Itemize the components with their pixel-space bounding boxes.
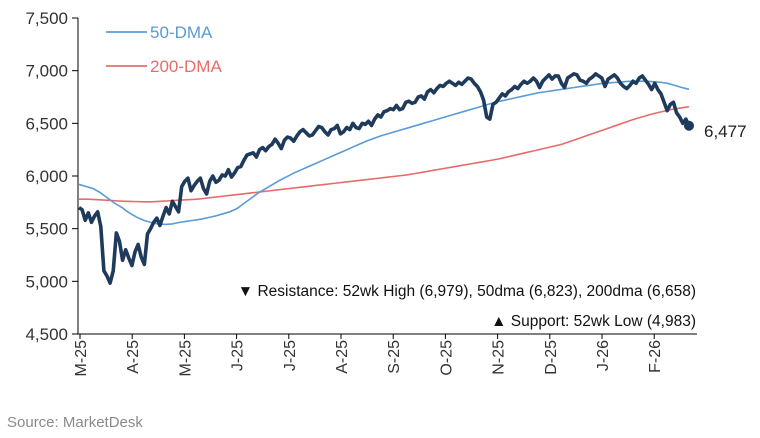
- x-tick-label: S-25: [386, 340, 403, 374]
- x-tick-label: A-25: [125, 340, 142, 374]
- x-tick-label: M-25: [73, 340, 90, 377]
- x-tick-label: M-25: [177, 340, 194, 377]
- y-tick-label: 6,000: [25, 167, 68, 186]
- support-annotation: ▲ Support: 52wk Low (4,983): [491, 313, 696, 330]
- legend-label: 50-DMA: [150, 23, 213, 42]
- annotations: ▼ Resistance: 52wk High (6,979), 50dma (…: [238, 283, 696, 330]
- series-line-200-dma: [79, 105, 690, 203]
- y-tick-label: 5,000: [25, 272, 68, 291]
- legend-label: 200-DMA: [150, 57, 222, 76]
- last-value-label: 6,477: [704, 122, 747, 141]
- resistance-annotation: ▼ Resistance: 52wk High (6,979), 50dma (…: [238, 283, 696, 300]
- y-tick-label: 4,500: [25, 325, 68, 344]
- series-line-50-dma: [78, 80, 690, 226]
- x-tick-label: O-25: [438, 340, 455, 376]
- series-line-index: [77, 72, 691, 285]
- x-tick-label: J-26: [595, 340, 612, 371]
- y-tick-label: 6,500: [25, 114, 68, 133]
- x-tick-label: A-25: [334, 340, 351, 374]
- x-tick-label: D-25: [543, 340, 560, 375]
- y-axis: 4,500 5,000 5,500 6,000 6,500 7,000 7,500: [25, 9, 79, 344]
- y-tick-label: 7,500: [25, 9, 68, 28]
- x-tick-label: J-25: [230, 340, 247, 371]
- legend: 50-DMA 200-DMA: [106, 23, 222, 76]
- x-tick-label: J-25: [282, 340, 299, 371]
- series-layer: 6,477: [77, 72, 747, 285]
- source-note: Source: MarketDesk: [7, 414, 143, 431]
- y-tick-label: 7,000: [25, 62, 68, 81]
- x-axis: M-25 A-25 M-25 J-25 J-25 A-25 S-25 O-25 N-25 D-25…: [73, 333, 697, 377]
- x-tick-label: F-26: [647, 340, 664, 373]
- y-tick-label: 5,500: [25, 220, 68, 239]
- x-tick-label: N-25: [491, 340, 508, 375]
- last-point-marker: [684, 120, 694, 131]
